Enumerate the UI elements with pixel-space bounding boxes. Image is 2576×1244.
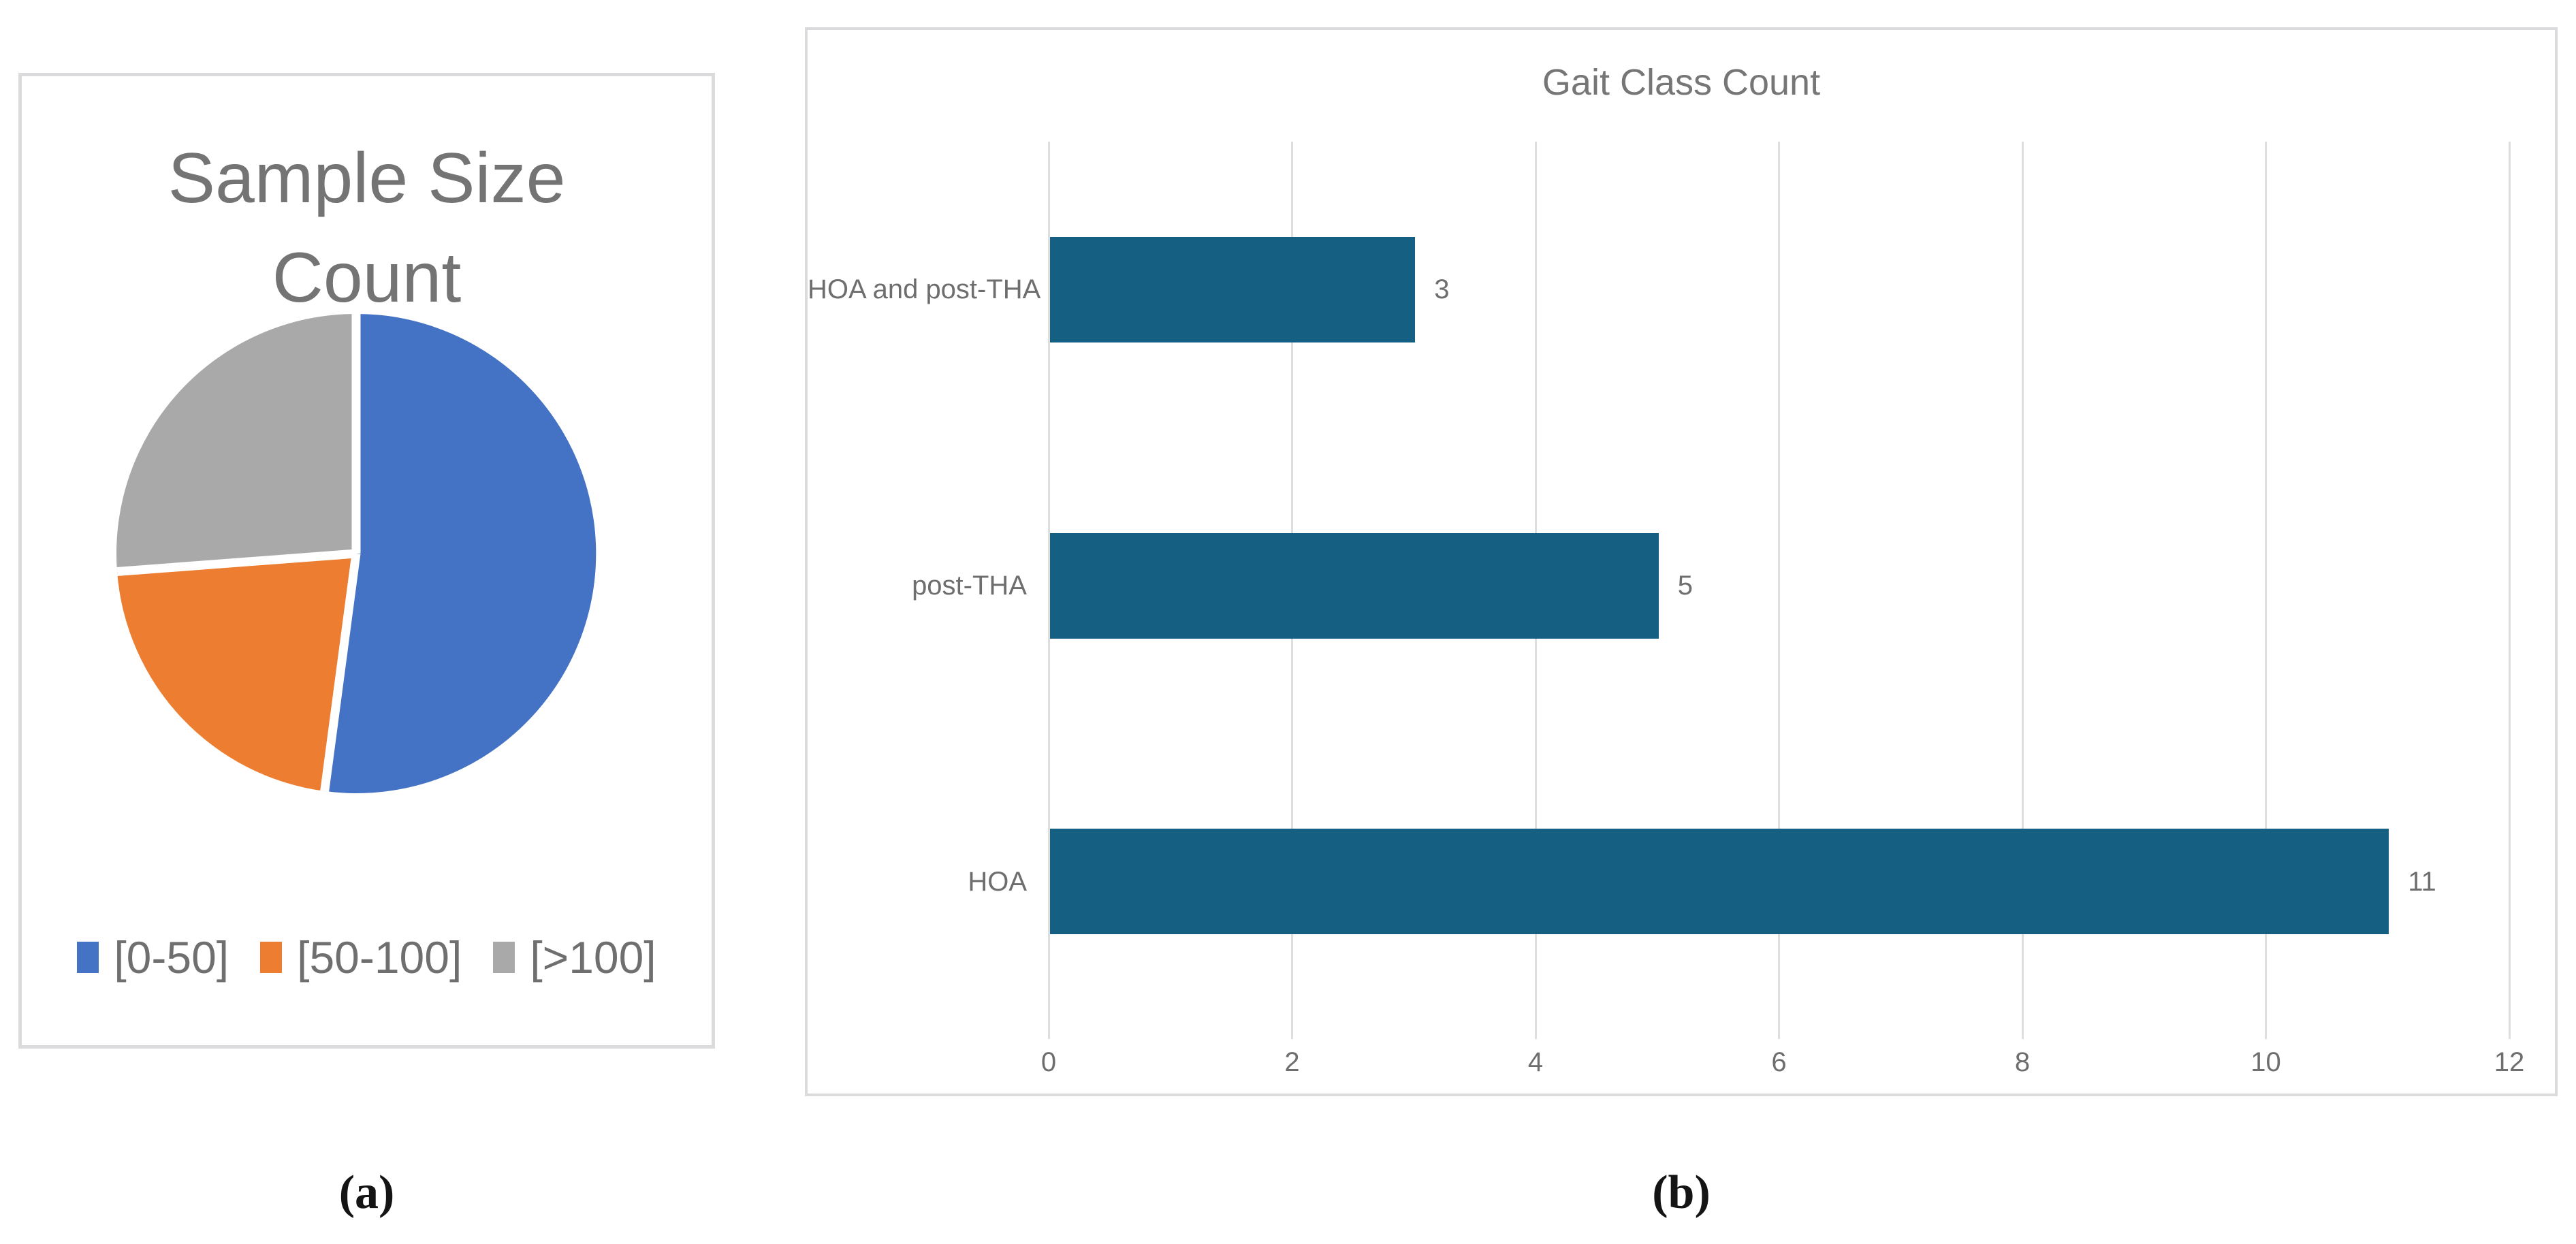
pie-chart	[116, 313, 597, 793]
legend-item-0: [0-50]	[77, 931, 229, 983]
pie-slice-2	[116, 314, 356, 572]
x-tick-label-6: 6	[1771, 1047, 1787, 1077]
legend-item-1: [50-100]	[260, 931, 462, 983]
legend-item-2: [>100]	[493, 931, 656, 983]
pie-chart-title-line1: Sample Size	[168, 139, 566, 218]
category-label-2: HOA	[968, 866, 1027, 897]
pie-chart-title-line2: Count	[272, 238, 462, 317]
pie-slice-0	[324, 313, 597, 793]
legend-label-1: [50-100]	[297, 932, 462, 983]
legend-swatch-0	[77, 942, 99, 973]
pie-chart-panel: Sample Size Count [0-50] [50-100] [>100]	[18, 73, 715, 1049]
gridline-0	[1047, 142, 1050, 1039]
x-tick-label-2: 2	[1284, 1047, 1300, 1077]
gridline-12	[2508, 142, 2511, 1039]
category-label-1: post-THA	[912, 571, 1027, 601]
legend-swatch-1	[260, 942, 283, 973]
gridline-10	[2265, 142, 2267, 1039]
gridline-6	[1778, 142, 1780, 1039]
pie-slice-separator-1	[320, 553, 361, 792]
bar-value-label-2: 11	[2408, 866, 2436, 897]
pie-legend: [0-50] [50-100] [>100]	[22, 931, 712, 983]
pie-slice-separator-2	[116, 549, 357, 576]
bar-value-label-0: 3	[1434, 274, 1450, 305]
bar-value-label-1: 5	[1677, 571, 1693, 601]
legend-label-2: [>100]	[530, 932, 656, 983]
pie-slice-1	[117, 554, 356, 791]
gridline-8	[2021, 142, 2024, 1039]
caption-b: (b)	[1652, 1166, 1711, 1219]
bar-1	[1050, 532, 1659, 639]
pie-chart-title: Sample Size Count	[22, 129, 712, 328]
bar-2	[1050, 829, 2389, 935]
bar-chart-panel: Gait Class Count 0 2 4 6 8 10 12 HOA and post-T…	[805, 27, 2558, 1096]
x-tick-label-8: 8	[2014, 1047, 2031, 1077]
x-tick-label-4: 4	[1527, 1047, 1544, 1077]
x-tick-label-12: 12	[2494, 1047, 2525, 1077]
bar-0	[1050, 236, 1416, 342]
bar-chart-title: Gait Class Count	[1542, 62, 1821, 103]
x-tick-label-0: 0	[1040, 1047, 1057, 1077]
x-tick-label-10: 10	[2251, 1047, 2281, 1077]
legend-label-0: [0-50]	[114, 932, 229, 983]
caption-a: (a)	[338, 1166, 395, 1219]
legend-swatch-2	[493, 942, 515, 973]
category-label-0: HOA and post-THA	[808, 274, 1041, 305]
bar-plot-area: 0 2 4 6 8 10 12 HOA and post-THA 3 post-THA 5 HOA 11	[808, 30, 2555, 1094]
